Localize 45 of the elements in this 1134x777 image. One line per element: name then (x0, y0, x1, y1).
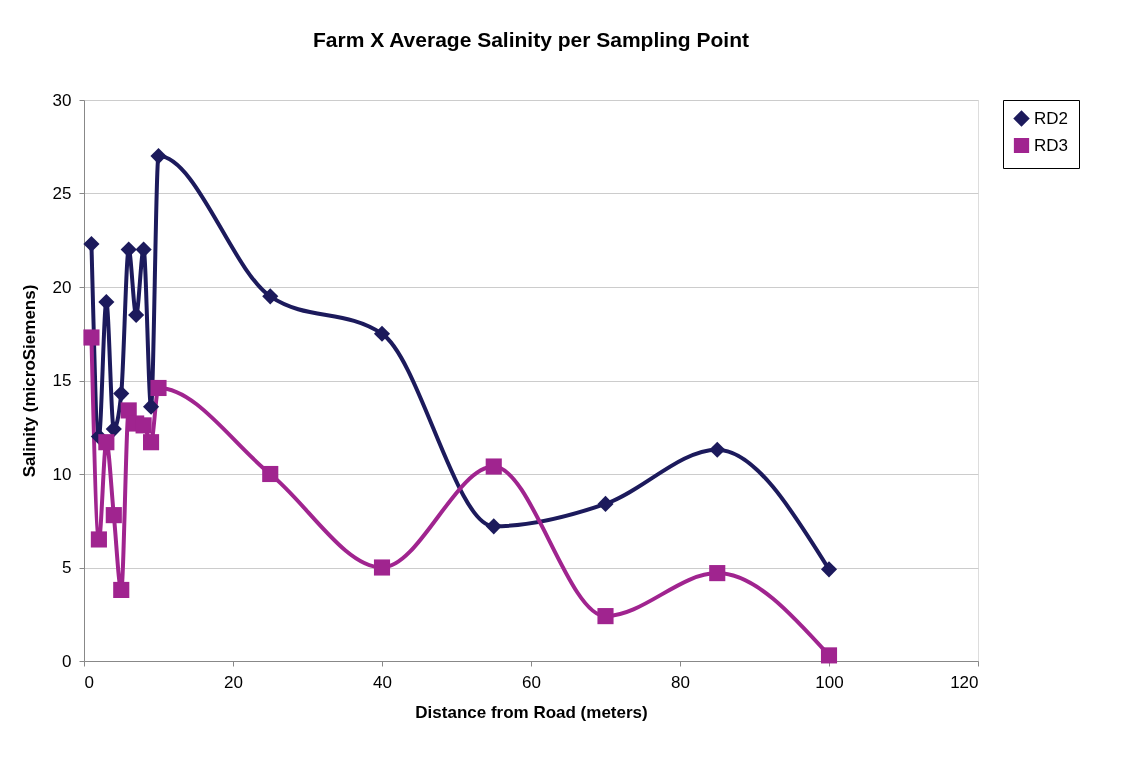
point (485, 458, 502, 475)
x-tick-label: 40 (373, 672, 392, 692)
point (262, 465, 279, 483)
point (597, 608, 614, 625)
y-tick-label: 5 (62, 558, 72, 577)
point (820, 561, 838, 578)
point (150, 379, 167, 397)
y-tick-label: 30 (52, 90, 72, 110)
point (373, 559, 391, 576)
x-tick-label: 60 (522, 672, 541, 692)
point (98, 434, 115, 451)
point (142, 398, 160, 415)
y-tick-label: 15 (52, 371, 72, 390)
point (142, 434, 160, 451)
x-tick-label: 0 (84, 672, 94, 692)
x-tick-label: 80 (671, 672, 690, 692)
point (709, 441, 726, 458)
x-tick-label: 120 (950, 672, 979, 692)
y-tick-label: 25 (52, 184, 72, 203)
x-axis-title: Distance from Road (meters) (415, 702, 648, 722)
point (820, 647, 838, 664)
point (485, 518, 502, 535)
point (150, 148, 167, 165)
point (113, 385, 130, 402)
point (262, 288, 279, 305)
chart-title: Farm X Average Salinity per Sampling Point (312, 28, 750, 51)
point (83, 329, 100, 346)
point (135, 241, 152, 258)
point (83, 235, 100, 253)
point (373, 325, 391, 342)
point (105, 507, 122, 524)
point (709, 565, 726, 582)
point (113, 581, 130, 598)
point (597, 495, 614, 512)
point (90, 531, 107, 548)
y-tick-label: 20 (52, 277, 72, 297)
x-tick-label: 20 (224, 672, 243, 692)
y-axis-title: Salinity (microSiemens) (19, 284, 39, 478)
y-tick-label: 0 (62, 651, 72, 671)
legend-label: RD3 (1034, 135, 1069, 155)
point (105, 421, 122, 438)
y-tick-label: 10 (52, 464, 72, 484)
legend-label: RD2 (1034, 108, 1069, 128)
point (135, 417, 152, 434)
x-tick-label: 100 (815, 672, 844, 692)
